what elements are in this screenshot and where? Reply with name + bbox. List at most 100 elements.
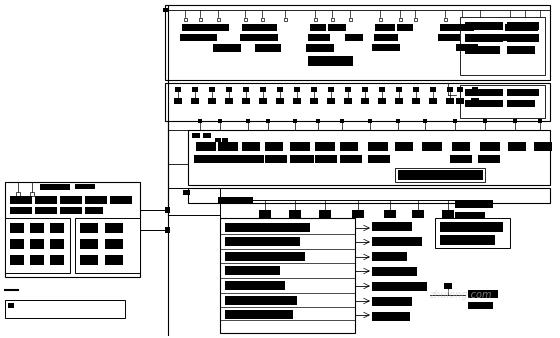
Bar xyxy=(242,24,262,31)
Bar xyxy=(5,300,125,318)
Bar xyxy=(174,98,182,104)
Bar xyxy=(460,18,464,21)
Bar xyxy=(225,281,285,290)
Bar xyxy=(440,222,503,232)
Bar xyxy=(458,24,474,31)
Bar xyxy=(225,252,305,261)
Bar xyxy=(539,18,542,21)
Bar xyxy=(372,312,410,321)
Bar xyxy=(465,100,503,107)
Bar xyxy=(259,98,267,104)
Bar xyxy=(430,87,436,92)
Bar xyxy=(192,133,200,138)
Bar xyxy=(413,87,419,92)
Bar xyxy=(105,239,123,249)
Bar xyxy=(80,223,98,233)
Bar xyxy=(218,119,222,123)
Bar xyxy=(372,282,427,291)
Bar xyxy=(60,207,82,214)
Bar xyxy=(191,98,199,104)
Bar xyxy=(163,8,168,12)
Bar xyxy=(105,255,123,265)
Bar xyxy=(315,155,337,163)
Bar xyxy=(308,34,330,41)
Bar xyxy=(352,210,364,218)
Bar xyxy=(225,266,280,275)
Bar xyxy=(60,196,82,204)
Bar xyxy=(412,210,424,218)
Bar xyxy=(242,142,260,151)
Bar xyxy=(508,18,511,21)
Bar xyxy=(30,239,44,249)
Bar xyxy=(395,142,413,151)
Bar xyxy=(218,155,242,163)
Bar xyxy=(503,34,525,41)
Bar xyxy=(184,18,186,21)
Bar xyxy=(242,155,264,163)
Bar xyxy=(215,138,221,142)
Bar xyxy=(395,98,403,104)
Bar xyxy=(8,303,14,308)
Bar xyxy=(508,142,526,151)
Bar xyxy=(422,142,442,151)
Bar xyxy=(183,190,190,195)
Bar xyxy=(456,98,464,104)
Bar xyxy=(345,34,363,41)
Bar xyxy=(225,98,233,104)
Bar xyxy=(40,184,70,190)
Bar xyxy=(372,237,422,246)
Bar xyxy=(85,196,107,204)
Bar xyxy=(110,196,132,204)
Bar xyxy=(465,46,500,54)
Bar xyxy=(348,18,352,21)
Bar xyxy=(513,119,517,123)
Bar xyxy=(10,223,24,233)
Bar xyxy=(215,24,229,31)
Bar xyxy=(452,142,470,151)
Bar xyxy=(50,239,64,249)
Bar xyxy=(260,87,266,92)
Bar xyxy=(442,210,454,218)
Bar xyxy=(330,18,334,21)
Bar xyxy=(455,200,493,208)
Bar xyxy=(226,87,232,92)
Bar xyxy=(507,46,535,54)
Bar xyxy=(456,44,478,51)
Bar xyxy=(260,18,264,21)
Bar xyxy=(372,44,400,51)
Bar xyxy=(50,255,64,265)
Bar xyxy=(5,182,140,277)
Bar xyxy=(203,133,211,138)
Bar xyxy=(372,252,407,261)
Bar xyxy=(444,18,446,21)
Bar xyxy=(240,34,264,41)
Bar xyxy=(375,24,395,31)
Bar xyxy=(361,98,369,104)
Bar xyxy=(507,89,539,96)
Bar xyxy=(478,18,482,21)
Bar xyxy=(10,207,32,214)
Bar xyxy=(290,142,310,151)
Bar xyxy=(283,18,287,21)
Bar xyxy=(396,87,402,92)
Bar xyxy=(217,18,220,21)
Bar xyxy=(538,119,542,123)
Bar xyxy=(413,18,417,21)
Bar xyxy=(328,87,334,92)
Bar xyxy=(246,119,250,123)
Bar xyxy=(507,100,535,107)
Bar xyxy=(10,239,24,249)
Bar xyxy=(340,119,344,123)
Bar xyxy=(258,34,278,41)
Bar xyxy=(384,210,396,218)
Bar xyxy=(188,188,550,203)
Bar xyxy=(220,218,355,333)
Bar xyxy=(362,87,368,92)
Bar xyxy=(198,18,202,21)
Bar xyxy=(222,138,228,142)
Bar xyxy=(344,98,352,104)
Bar xyxy=(450,155,472,163)
Bar xyxy=(398,170,483,180)
Bar xyxy=(457,87,463,92)
Bar xyxy=(30,192,34,196)
